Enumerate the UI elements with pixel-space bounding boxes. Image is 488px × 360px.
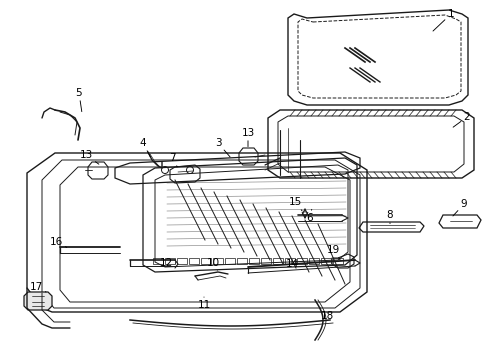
Text: 16: 16 bbox=[49, 237, 67, 247]
Text: 9: 9 bbox=[452, 199, 467, 216]
Text: 11: 11 bbox=[197, 297, 210, 310]
Text: 2: 2 bbox=[452, 112, 469, 127]
Text: 13: 13 bbox=[79, 150, 99, 164]
Text: 10: 10 bbox=[206, 258, 219, 271]
Text: 13: 13 bbox=[241, 128, 254, 147]
Text: 7: 7 bbox=[168, 153, 177, 167]
Text: 19: 19 bbox=[325, 245, 340, 260]
Text: 15: 15 bbox=[288, 197, 302, 211]
Text: 1: 1 bbox=[432, 9, 453, 31]
Text: 8: 8 bbox=[386, 210, 392, 224]
Text: 17: 17 bbox=[29, 282, 46, 292]
Text: 5: 5 bbox=[76, 88, 82, 112]
Text: 12: 12 bbox=[159, 258, 175, 268]
Polygon shape bbox=[24, 292, 52, 310]
Text: 3: 3 bbox=[214, 138, 230, 157]
Text: 18: 18 bbox=[319, 308, 333, 321]
Text: 14: 14 bbox=[285, 259, 298, 269]
Text: 4: 4 bbox=[140, 138, 150, 157]
Text: 6: 6 bbox=[306, 210, 313, 223]
